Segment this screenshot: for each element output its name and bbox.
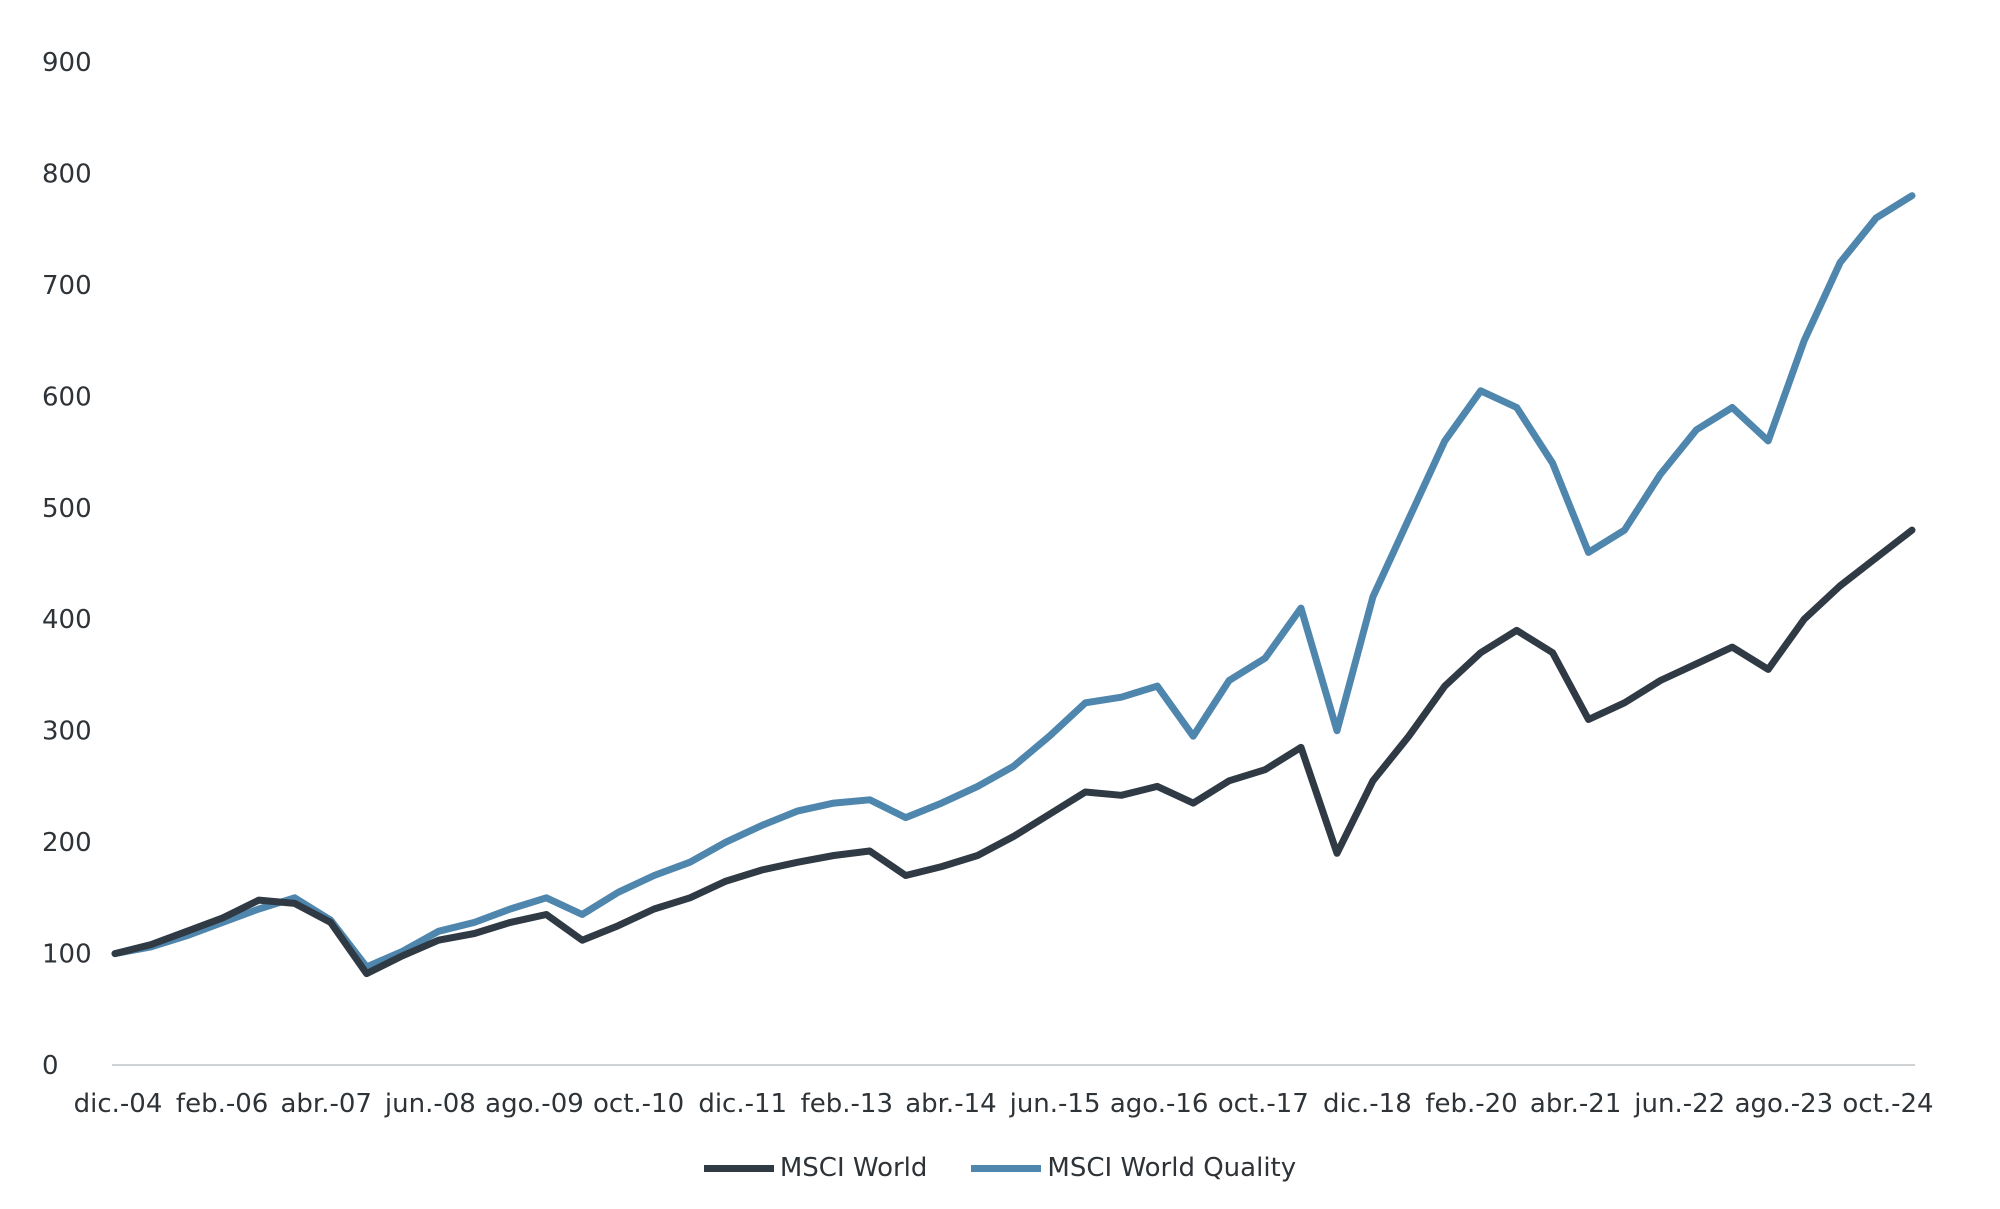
- y-tick-label: 900: [42, 48, 92, 78]
- x-tick-label: ago.-09: [485, 1089, 584, 1119]
- legend-label-msci-world-quality: MSCI World Quality: [1047, 1153, 1297, 1183]
- y-tick-label: 300: [42, 717, 92, 747]
- y-tick-label: 0: [42, 1051, 59, 1081]
- x-tick-label: jun.-15: [1009, 1089, 1101, 1119]
- y-tick-label: 700: [42, 271, 92, 301]
- legend-item-msci-world: MSCI World: [703, 1153, 928, 1183]
- y-tick-label: 600: [42, 382, 92, 412]
- x-tick-label: oct.-17: [1218, 1089, 1309, 1119]
- x-tick-label: ago.-16: [1110, 1089, 1209, 1119]
- y-tick-label: 100: [42, 940, 92, 970]
- series-layer: [111, 192, 1916, 978]
- x-tick-label: jun.-08: [384, 1089, 476, 1119]
- x-tick-label: abr.-07: [280, 1089, 371, 1119]
- x-tick-label: ago.-23: [1735, 1089, 1834, 1119]
- x-tick-label: dic.-11: [698, 1089, 787, 1119]
- x-axis-ticks: dic.-04 feb.-06 abr.-07 jun.-08 ago.-09 oct.-…: [74, 1089, 1934, 1119]
- legend: MSCI World MSCI World Quality: [0, 1148, 2000, 1188]
- y-tick-label: 200: [42, 828, 92, 858]
- x-tick-label: jun.-22: [1633, 1089, 1725, 1119]
- legend-swatch-msci-world: [703, 1164, 774, 1172]
- x-tick-label: feb.-20: [1425, 1089, 1517, 1119]
- x-tick-label: feb.-13: [801, 1089, 893, 1119]
- x-tick-label: dic.-04: [74, 1089, 163, 1119]
- y-axis-ticks: 0 100 200 300 400 500 600 700 800 900: [42, 48, 92, 1081]
- legend-swatch-msci-world-quality: [971, 1164, 1042, 1172]
- y-tick-label: 400: [42, 605, 92, 635]
- x-tick-label: dic.-18: [1323, 1089, 1412, 1119]
- x-tick-label: abr.-14: [905, 1089, 996, 1119]
- x-tick-label: oct.-10: [593, 1089, 684, 1119]
- x-tick-label: feb.-06: [176, 1089, 268, 1119]
- series-line-msci-world: [111, 526, 1916, 978]
- x-tick-label: abr.-21: [1530, 1089, 1621, 1119]
- y-tick-label: 500: [42, 494, 92, 524]
- x-tick-label: oct.-24: [1842, 1089, 1933, 1119]
- legend-item-msci-world-quality: MSCI World Quality: [971, 1153, 1296, 1183]
- legend-label-msci-world: MSCI World: [779, 1153, 928, 1183]
- y-tick-label: 800: [42, 159, 92, 189]
- series-line-msci-world-quality: [111, 192, 1916, 971]
